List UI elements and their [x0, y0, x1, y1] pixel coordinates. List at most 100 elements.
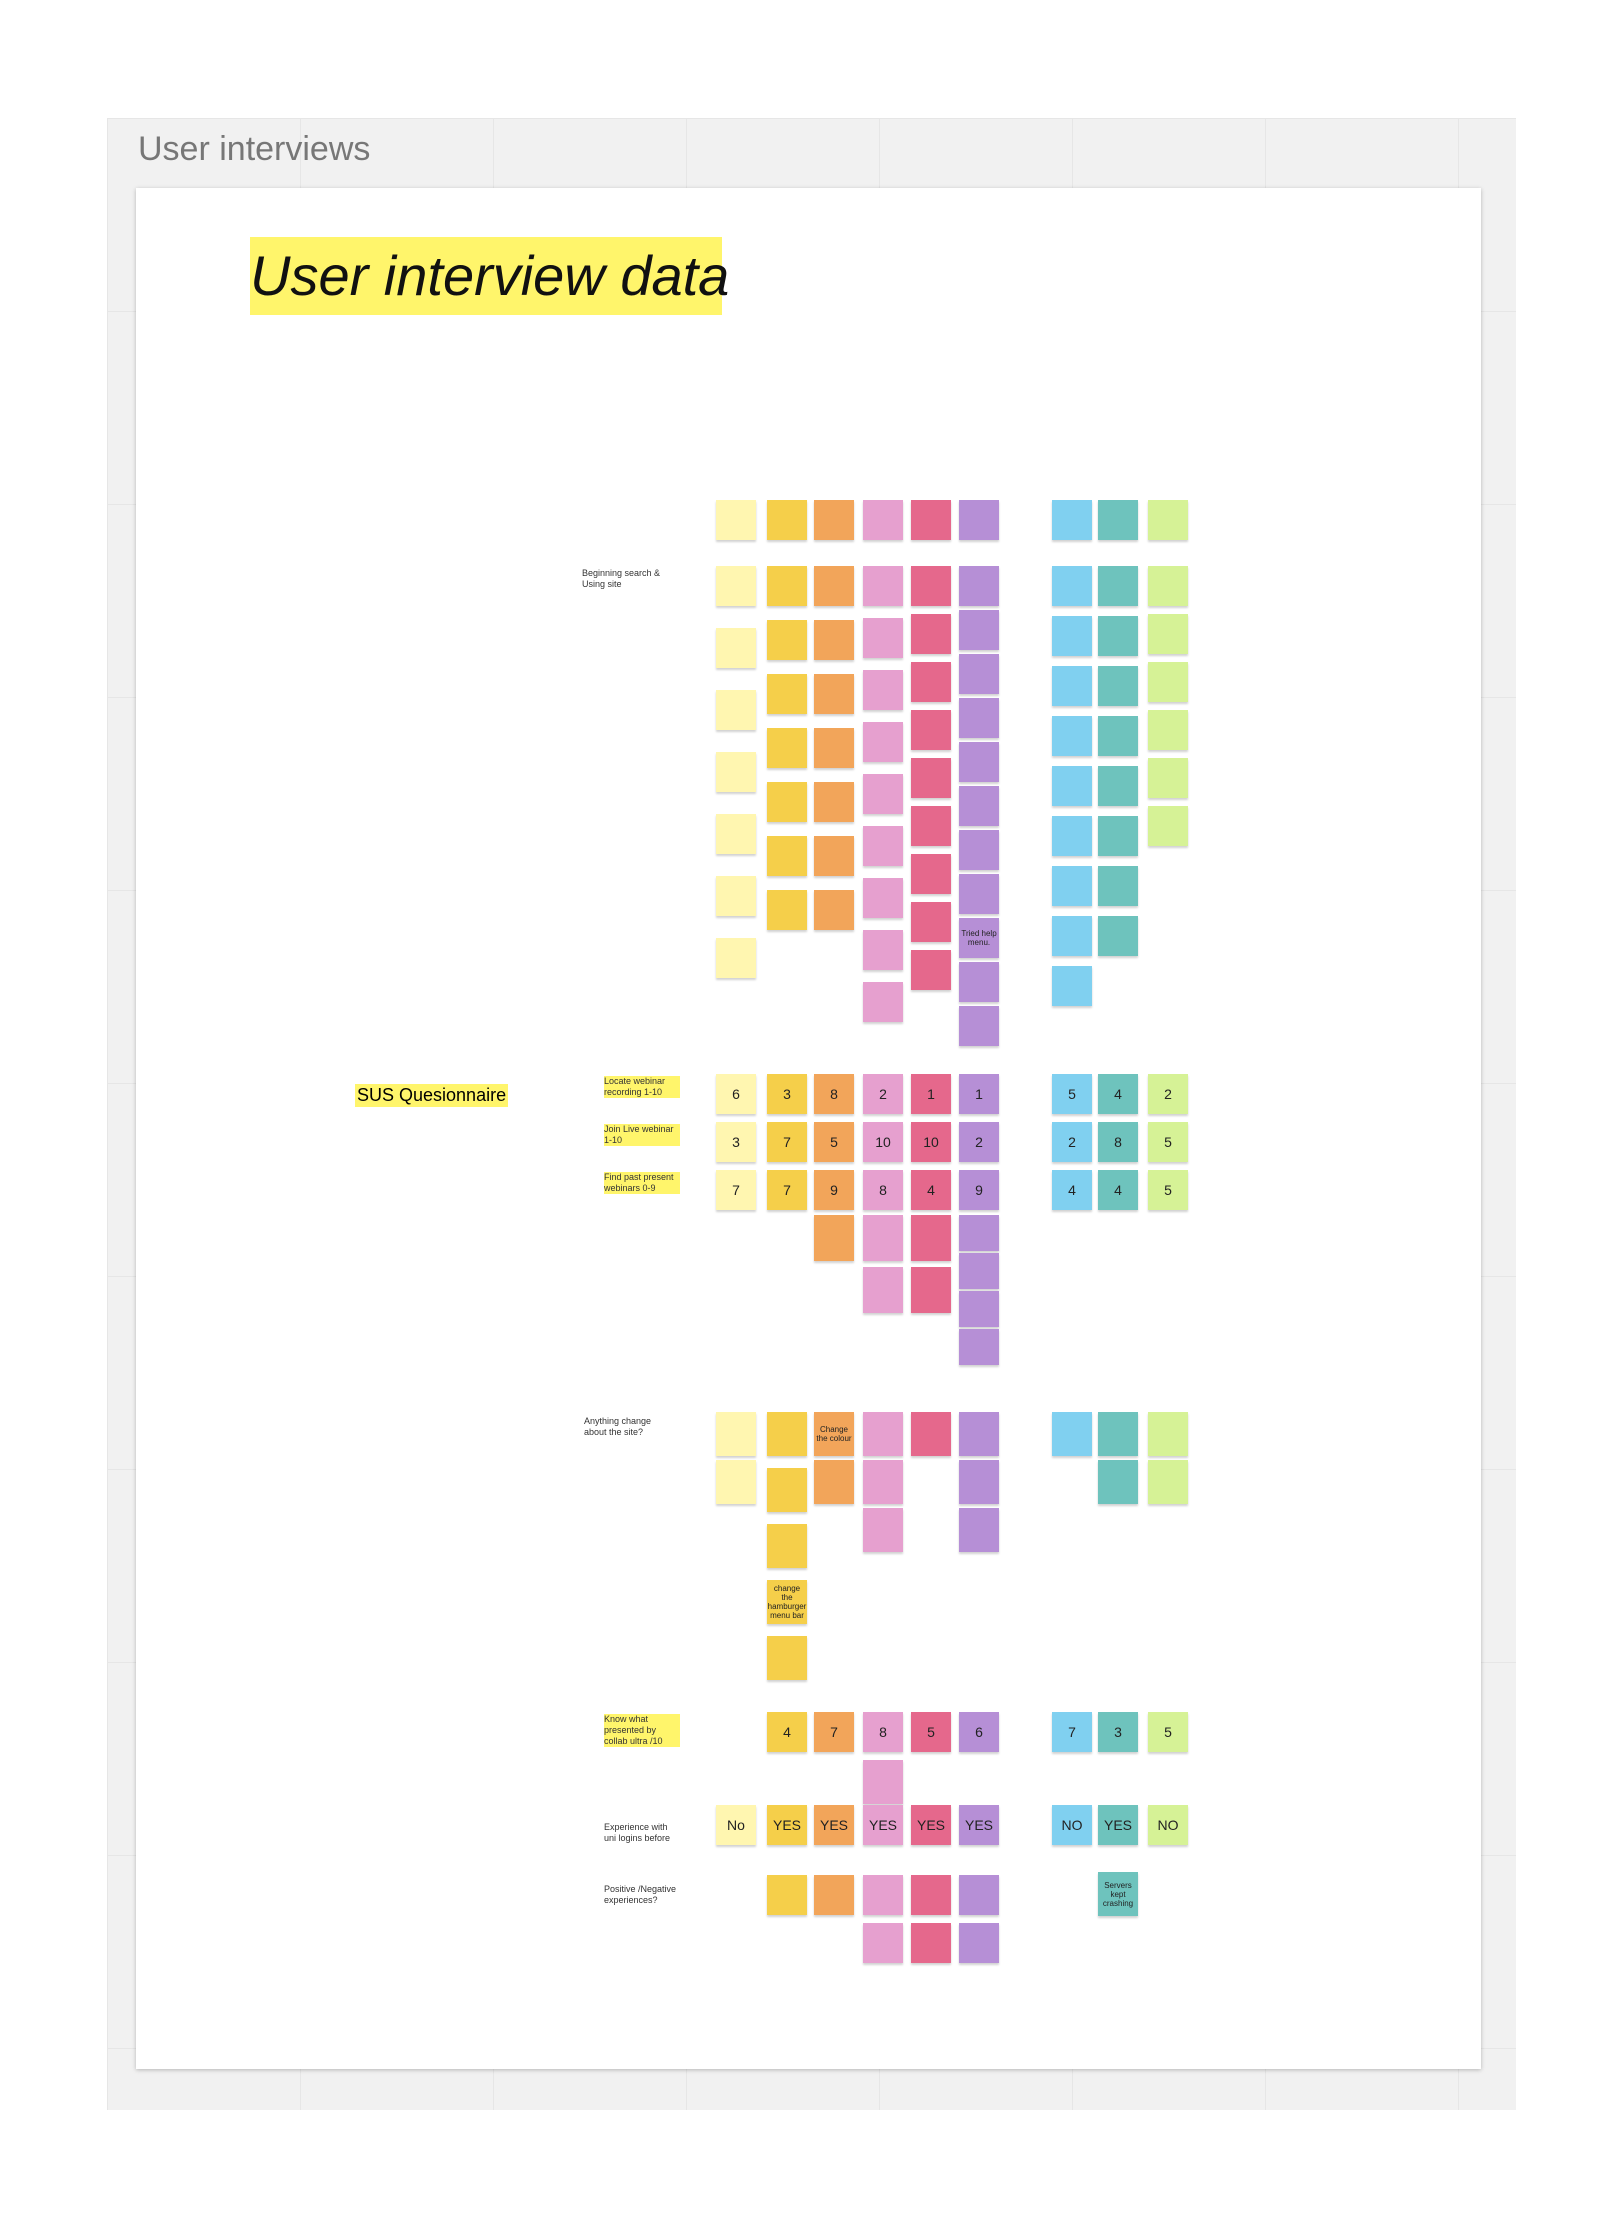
- sticky-note[interactable]: 7: [767, 1170, 807, 1210]
- sticky-note[interactable]: 7: [767, 1122, 807, 1162]
- sticky-note[interactable]: [716, 1460, 756, 1504]
- sticky-note[interactable]: [911, 1412, 951, 1456]
- sticky-note[interactable]: Tried help menu.: [959, 918, 999, 958]
- sticky-note[interactable]: [959, 1412, 999, 1456]
- sticky-note[interactable]: [863, 1923, 903, 1963]
- sticky-note[interactable]: [767, 566, 807, 606]
- sticky-note[interactable]: NO: [1052, 1805, 1092, 1845]
- sticky-note[interactable]: [767, 1412, 807, 1456]
- sticky-note[interactable]: 4: [1098, 1170, 1138, 1210]
- sticky-note[interactable]: [814, 890, 854, 930]
- sticky-note[interactable]: [1052, 916, 1092, 956]
- sticky-note[interactable]: [959, 1923, 999, 1963]
- sticky-note[interactable]: [1052, 566, 1092, 606]
- sticky-note[interactable]: [1052, 716, 1092, 756]
- sticky-note[interactable]: [1052, 766, 1092, 806]
- sticky-note[interactable]: [863, 500, 903, 540]
- sticky-note[interactable]: [911, 758, 951, 798]
- sticky-note[interactable]: [959, 786, 999, 826]
- sticky-note[interactable]: [1098, 716, 1138, 756]
- sticky-note[interactable]: 4: [1052, 1170, 1092, 1210]
- sticky-note[interactable]: [863, 1760, 903, 1804]
- sticky-note[interactable]: [1148, 806, 1188, 846]
- sticky-note[interactable]: 7: [716, 1170, 756, 1210]
- sticky-note[interactable]: YES: [767, 1805, 807, 1845]
- heading[interactable]: User interview data: [250, 237, 729, 315]
- sticky-note[interactable]: [911, 806, 951, 846]
- sticky-note[interactable]: [863, 722, 903, 762]
- sticky-note[interactable]: [716, 690, 756, 730]
- sticky-note[interactable]: [911, 1267, 951, 1313]
- sticky-note[interactable]: [767, 728, 807, 768]
- sticky-note[interactable]: [1098, 500, 1138, 540]
- sticky-note[interactable]: [911, 1215, 951, 1261]
- sticky-note[interactable]: No: [716, 1805, 756, 1845]
- sticky-note[interactable]: [911, 902, 951, 942]
- sticky-note[interactable]: [863, 878, 903, 918]
- sticky-note[interactable]: 10: [863, 1122, 903, 1162]
- sticky-note[interactable]: [863, 1215, 903, 1261]
- sticky-note[interactable]: [1148, 758, 1188, 798]
- sticky-note[interactable]: [716, 814, 756, 854]
- sticky-note[interactable]: [863, 982, 903, 1022]
- sticky-note[interactable]: [716, 752, 756, 792]
- sticky-note[interactable]: [959, 500, 999, 540]
- sticky-note[interactable]: 8: [1098, 1122, 1138, 1162]
- sticky-note[interactable]: 2: [863, 1074, 903, 1114]
- sticky-note[interactable]: [1098, 816, 1138, 856]
- sticky-note[interactable]: [1148, 566, 1188, 606]
- sticky-note[interactable]: YES: [1098, 1805, 1138, 1845]
- sticky-note[interactable]: Change the colour: [814, 1412, 854, 1456]
- sticky-note[interactable]: [1098, 916, 1138, 956]
- sticky-note[interactable]: 4: [1098, 1074, 1138, 1114]
- sticky-note[interactable]: [959, 874, 999, 914]
- sticky-note[interactable]: [911, 566, 951, 606]
- sticky-note[interactable]: [959, 1508, 999, 1552]
- sticky-note[interactable]: YES: [863, 1805, 903, 1845]
- sticky-note[interactable]: 6: [959, 1712, 999, 1752]
- sticky-note[interactable]: [959, 1875, 999, 1915]
- sticky-note[interactable]: [863, 1412, 903, 1456]
- sticky-note[interactable]: 5: [1052, 1074, 1092, 1114]
- sticky-note[interactable]: 8: [814, 1074, 854, 1114]
- sticky-note[interactable]: [1098, 1412, 1138, 1456]
- sticky-note[interactable]: [959, 610, 999, 650]
- sticky-note[interactable]: 2: [1052, 1122, 1092, 1162]
- sticky-note[interactable]: 3: [716, 1122, 756, 1162]
- sticky-note[interactable]: [863, 774, 903, 814]
- sticky-note[interactable]: [959, 1329, 999, 1365]
- sticky-note[interactable]: 3: [767, 1074, 807, 1114]
- sticky-note[interactable]: [814, 1215, 854, 1261]
- sticky-note[interactable]: [911, 662, 951, 702]
- sticky-note[interactable]: 7: [814, 1712, 854, 1752]
- sticky-note[interactable]: NO: [1148, 1805, 1188, 1845]
- sticky-note[interactable]: 4: [767, 1712, 807, 1752]
- sticky-note[interactable]: [1052, 866, 1092, 906]
- sticky-note[interactable]: [716, 628, 756, 668]
- sticky-note[interactable]: [1098, 566, 1138, 606]
- sticky-note[interactable]: [911, 1875, 951, 1915]
- sticky-note[interactable]: [959, 654, 999, 694]
- sticky-note[interactable]: [863, 1460, 903, 1504]
- sticky-note[interactable]: [1098, 1460, 1138, 1504]
- sticky-note[interactable]: 1: [959, 1074, 999, 1114]
- sticky-note[interactable]: [767, 674, 807, 714]
- sticky-note[interactable]: [767, 890, 807, 930]
- sticky-note[interactable]: 9: [814, 1170, 854, 1210]
- sticky-note[interactable]: [863, 670, 903, 710]
- sticky-note[interactable]: [1098, 866, 1138, 906]
- sticky-note[interactable]: [716, 500, 756, 540]
- sticky-note[interactable]: [767, 1636, 807, 1680]
- sticky-note[interactable]: [814, 1875, 854, 1915]
- sticky-note[interactable]: [1148, 710, 1188, 750]
- sticky-note[interactable]: [1148, 1412, 1188, 1456]
- sticky-note[interactable]: 3: [1098, 1712, 1138, 1752]
- sticky-note[interactable]: [959, 742, 999, 782]
- sticky-note[interactable]: [814, 674, 854, 714]
- sticky-note[interactable]: [911, 500, 951, 540]
- sticky-note[interactable]: [716, 938, 756, 978]
- sticky-note[interactable]: [911, 710, 951, 750]
- sticky-note[interactable]: [814, 836, 854, 876]
- sticky-note[interactable]: YES: [959, 1805, 999, 1845]
- sticky-note[interactable]: [1098, 766, 1138, 806]
